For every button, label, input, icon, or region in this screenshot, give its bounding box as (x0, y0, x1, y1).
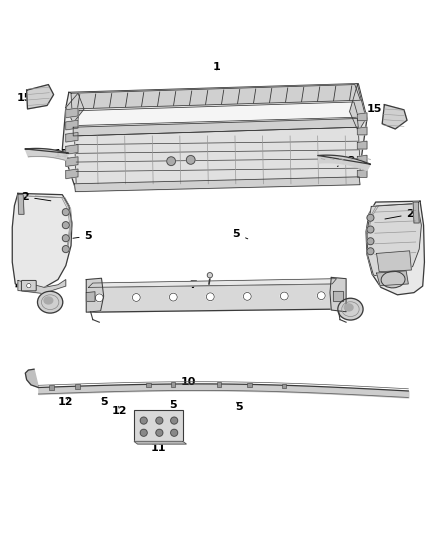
Circle shape (62, 246, 69, 253)
Polygon shape (66, 120, 78, 130)
Circle shape (318, 292, 325, 300)
Polygon shape (366, 201, 424, 295)
Polygon shape (18, 195, 24, 214)
Polygon shape (66, 169, 78, 179)
FancyBboxPatch shape (134, 410, 183, 441)
Polygon shape (12, 193, 72, 289)
Polygon shape (73, 118, 358, 136)
Polygon shape (66, 93, 84, 123)
Polygon shape (333, 291, 343, 301)
Polygon shape (367, 204, 421, 277)
Bar (49, 385, 53, 390)
Bar (247, 383, 252, 387)
Polygon shape (66, 157, 78, 166)
Polygon shape (86, 278, 104, 312)
Text: 2: 2 (21, 192, 51, 202)
Ellipse shape (338, 298, 363, 320)
Ellipse shape (344, 304, 353, 311)
Polygon shape (88, 284, 333, 312)
Circle shape (280, 292, 288, 300)
Text: 2: 2 (385, 209, 414, 219)
Text: 13: 13 (337, 156, 357, 166)
Bar (217, 382, 221, 386)
Circle shape (167, 157, 176, 166)
Polygon shape (377, 251, 411, 272)
Circle shape (206, 293, 214, 301)
Bar (282, 384, 286, 388)
Polygon shape (377, 271, 408, 286)
Circle shape (367, 226, 374, 233)
Text: 12: 12 (112, 406, 127, 416)
Polygon shape (350, 85, 366, 132)
Polygon shape (27, 85, 53, 109)
Circle shape (171, 429, 178, 436)
Polygon shape (357, 127, 367, 135)
Polygon shape (66, 108, 78, 118)
Polygon shape (318, 155, 371, 171)
Polygon shape (88, 279, 336, 287)
Polygon shape (78, 102, 358, 125)
Circle shape (207, 272, 212, 278)
Text: 7: 7 (189, 280, 197, 290)
FancyBboxPatch shape (21, 280, 36, 291)
Circle shape (367, 214, 374, 221)
Text: 11: 11 (150, 441, 166, 454)
Text: 15: 15 (16, 93, 38, 103)
Circle shape (170, 293, 177, 301)
Circle shape (156, 429, 163, 436)
Polygon shape (357, 169, 367, 177)
Ellipse shape (38, 292, 63, 313)
Polygon shape (382, 104, 407, 129)
Polygon shape (74, 127, 360, 186)
Text: 12: 12 (58, 397, 74, 407)
Text: 5: 5 (233, 229, 248, 239)
Polygon shape (86, 292, 95, 301)
Polygon shape (357, 141, 367, 149)
Circle shape (186, 156, 195, 164)
Circle shape (140, 417, 147, 424)
Bar (146, 383, 151, 387)
Ellipse shape (44, 297, 53, 304)
Polygon shape (357, 113, 367, 120)
Text: 5: 5 (100, 397, 107, 407)
Text: 1: 1 (213, 62, 221, 72)
Circle shape (62, 208, 69, 215)
Circle shape (171, 417, 178, 424)
Circle shape (140, 429, 147, 436)
Polygon shape (25, 149, 69, 160)
Text: 15: 15 (361, 104, 382, 114)
Text: 13: 13 (54, 149, 70, 159)
Polygon shape (25, 369, 39, 387)
Polygon shape (74, 177, 360, 192)
Ellipse shape (381, 271, 405, 288)
Bar (75, 384, 80, 389)
Text: 5: 5 (170, 400, 177, 410)
Polygon shape (18, 279, 66, 294)
Circle shape (95, 294, 103, 302)
Circle shape (244, 293, 251, 300)
Text: 6: 6 (349, 305, 362, 315)
Circle shape (27, 284, 31, 288)
Circle shape (132, 294, 140, 301)
Polygon shape (62, 84, 367, 188)
Polygon shape (134, 441, 186, 444)
Text: 4: 4 (15, 281, 34, 291)
Text: 10: 10 (181, 377, 196, 387)
Bar (171, 382, 176, 386)
Text: 5: 5 (235, 402, 242, 411)
Text: 6: 6 (41, 302, 53, 312)
Polygon shape (66, 133, 78, 142)
Circle shape (156, 417, 163, 424)
Text: 5: 5 (73, 231, 92, 241)
Polygon shape (357, 155, 367, 163)
Circle shape (62, 235, 69, 241)
Polygon shape (66, 144, 78, 154)
Circle shape (367, 238, 374, 245)
Circle shape (62, 222, 69, 229)
Polygon shape (71, 85, 360, 109)
Circle shape (367, 248, 374, 255)
Polygon shape (413, 202, 419, 223)
Polygon shape (330, 277, 346, 312)
